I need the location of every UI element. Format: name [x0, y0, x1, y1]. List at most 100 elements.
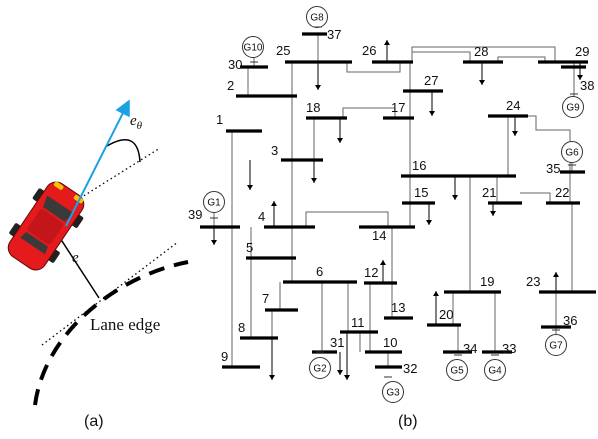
heading-angle-arc [106, 139, 141, 163]
generator-label: G4 [488, 366, 502, 377]
generator-label: G7 [549, 341, 563, 352]
generator-label: G1 [207, 198, 221, 209]
generator-label: G2 [313, 364, 327, 375]
transmission-line [346, 62, 401, 73]
panel-b-caption: (b) [398, 413, 418, 430]
car-wheel [32, 188, 46, 203]
car-roof [27, 209, 64, 245]
transmission-line [342, 107, 396, 118]
load-arrow [311, 160, 317, 183]
load-arrow [433, 291, 439, 325]
bus-label-27: 27 [424, 73, 438, 88]
bus-label-30: 30 [228, 57, 242, 72]
car-rear-window [20, 231, 48, 255]
generator-g1: G1 [203, 191, 225, 213]
load-arrow [269, 338, 275, 380]
bus-label-21: 21 [482, 185, 496, 200]
heading-arrow [65, 99, 130, 227]
transmission-line [412, 51, 471, 62]
load-arrow [337, 118, 343, 143]
generator-g9: G9 [562, 96, 584, 118]
load-arrow [380, 260, 386, 283]
bus-label-2: 2 [227, 78, 234, 93]
load-arrow [247, 160, 253, 190]
bus-label-15: 15 [414, 185, 428, 200]
heading-angle-label: eθ [130, 113, 143, 132]
transmission-line [305, 211, 389, 227]
bus-label-23: 23 [526, 274, 540, 289]
bus-label-10: 10 [383, 335, 397, 350]
transmission-line [411, 46, 556, 62]
bus-label-11: 11 [351, 315, 365, 330]
load-arrow [577, 62, 583, 80]
load-arrow [384, 40, 390, 62]
bus-label-20: 20 [439, 307, 453, 322]
bus-label-29: 29 [575, 44, 589, 59]
bus-label-28: 28 [474, 44, 488, 59]
load-arrow [452, 176, 458, 200]
bus-label-32: 32 [403, 361, 417, 376]
bus-label-13: 13 [391, 300, 405, 315]
panel-a-caption: (a) [84, 413, 104, 430]
lane-edge-curve [33, 260, 189, 406]
car-wheel [47, 249, 60, 263]
generator-g5: G5 [446, 359, 468, 381]
generator-label: G10 [244, 43, 263, 54]
load-arrow [429, 91, 435, 116]
load-arrow [337, 352, 343, 375]
generator-g3: G3 [382, 381, 404, 403]
bus-label-5: 5 [246, 240, 253, 255]
bus-label-3: 3 [271, 143, 278, 158]
panel-a-vehicle-diagram: eθ e Lane edge (a) [7, 99, 189, 430]
bus-label-38: 38 [580, 78, 594, 93]
bus-label-9: 9 [221, 349, 228, 364]
car-headlight [53, 181, 64, 190]
bus-label-31: 31 [330, 335, 344, 350]
load-arrow [479, 62, 485, 85]
bus-label-14: 14 [372, 228, 386, 243]
bus-label-25: 25 [276, 43, 290, 58]
lateral-error-label: e [72, 250, 79, 266]
generator-g8: G8 [306, 6, 328, 28]
car-wheel [9, 223, 22, 237]
lateral-error-line [59, 237, 100, 299]
generator-label: G5 [450, 366, 464, 377]
bus-label-19: 19 [480, 274, 494, 289]
bus-label-33: 33 [502, 341, 516, 356]
load-arrow [211, 227, 217, 245]
lane-tangent-line [41, 241, 179, 346]
car [7, 181, 85, 271]
bus-label-37: 37 [327, 27, 341, 42]
bus-label-18: 18 [306, 100, 320, 115]
bus-label-7: 7 [262, 291, 269, 306]
load-arrow [490, 203, 496, 216]
generator-g10: G10 [242, 36, 264, 58]
lane-edge-label: Lane edge [90, 315, 160, 334]
generator-label: G8 [310, 13, 324, 24]
bus-label-17: 17 [391, 100, 405, 115]
bus-label-34: 34 [463, 341, 477, 356]
transmission-line [525, 115, 571, 140]
generator-g2: G2 [309, 357, 331, 379]
load-arrow [426, 203, 432, 225]
generator-g4: G4 [484, 359, 506, 381]
buses [200, 32, 596, 369]
generator-label: G3 [386, 388, 400, 399]
generator-g6: G6 [561, 141, 583, 163]
generators: G1 G2 G3 G4 G5 G6 G7 G8 G9 G10 [203, 6, 584, 403]
bus-label-36: 36 [563, 313, 577, 328]
bus-label-6: 6 [316, 264, 323, 279]
generator-label: G6 [565, 148, 579, 159]
load-arrow [344, 332, 350, 380]
bus-label-1: 1 [216, 112, 223, 127]
bus-label-8: 8 [238, 320, 245, 335]
bus-label-16: 16 [412, 158, 426, 173]
car-wheel [70, 214, 84, 228]
load-arrow [553, 272, 559, 292]
loads [211, 40, 583, 380]
load-arrow [315, 62, 321, 90]
